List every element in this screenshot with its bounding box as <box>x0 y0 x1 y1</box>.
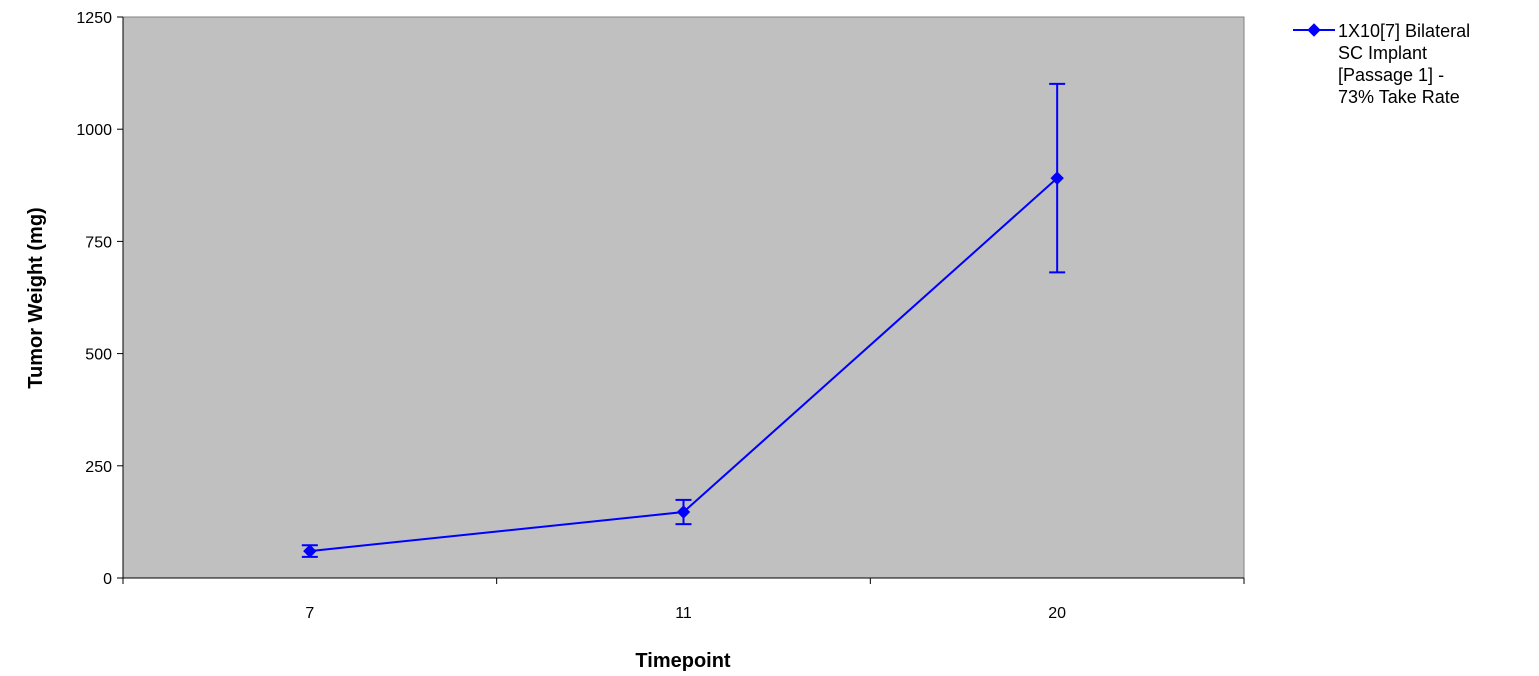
legend-label: SC Implant <box>1338 43 1427 63</box>
x-axis: 7 11 20 <box>122 577 1245 622</box>
data-point <box>303 544 317 558</box>
legend-marker <box>1307 23 1321 37</box>
legend-label: [Passage 1] - <box>1338 65 1444 85</box>
data-point <box>676 505 691 519</box>
y-axis-title: Tumor Weight (mg) <box>25 207 47 388</box>
legend-label: 73% Take Rate <box>1338 87 1460 107</box>
x-tick-label: 11 <box>675 605 692 622</box>
y-tick-label: 750 <box>85 234 112 251</box>
series-layer <box>301 82 1066 558</box>
y-tick-label: 500 <box>85 347 112 364</box>
legend-label: 1X10[7] Bilateral <box>1338 21 1470 41</box>
y-axis: 0 250 500 750 1000 1250 <box>76 10 124 588</box>
x-axis-title: Timepoint <box>635 650 731 672</box>
x-tick-label: 7 <box>305 605 314 622</box>
data-point <box>1050 171 1064 185</box>
y-tick-label: 1250 <box>76 10 112 27</box>
y-tick-label: 1000 <box>76 122 112 139</box>
x-tick-label: 20 <box>1048 605 1066 622</box>
y-tick-label: 250 <box>85 459 112 476</box>
y-tick-label: 0 <box>103 571 112 588</box>
plot-area <box>122 16 1245 579</box>
